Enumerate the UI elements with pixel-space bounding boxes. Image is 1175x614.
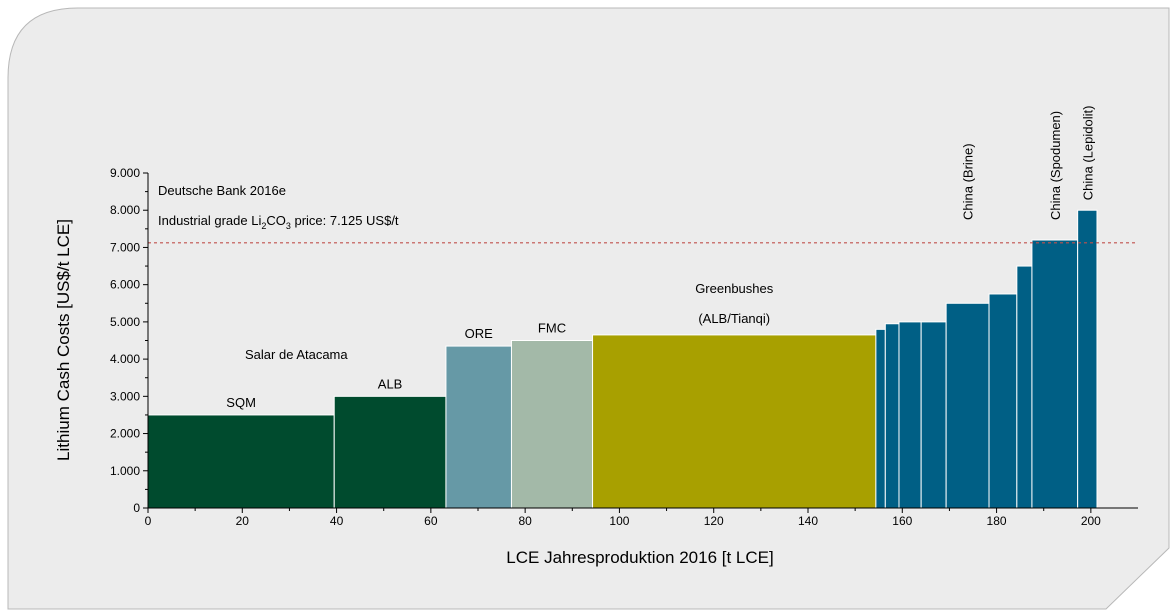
bar-label: China (Spodumen) [1048,111,1063,220]
x-tick-label: 160 [892,514,912,528]
y-tick-label: 1.000 [110,464,140,478]
y-tick-label: 8.000 [110,203,140,217]
x-tick-label: 60 [424,514,438,528]
bar [1016,265,1033,509]
y-tick-label: 7.000 [110,240,140,254]
x-tick-label: 180 [987,514,1007,528]
bar [920,321,947,509]
group-label: Salar de Atacama [245,347,348,362]
bar-label: China (Brine) [961,143,976,220]
y-tick-label: 3.000 [110,389,140,403]
price-label-part: price: 7.125 US$/t [291,213,399,228]
bar-label: Greenbushes [695,281,774,296]
price-label-part: 3 [286,221,291,231]
bar-label: FMC [538,321,566,336]
bar [945,302,990,509]
bar [510,340,594,509]
y-tick-label: 2.000 [110,427,140,441]
bar [898,321,922,509]
x-tick-label: 140 [798,514,818,528]
source-note: Deutsche Bank 2016e [158,183,286,198]
x-tick-label: 40 [330,514,344,528]
bar [875,328,886,509]
y-axis-title: Lithium Cash Costs [US$/t LCE] [54,219,73,461]
price-label: Industrial grade Li2CO3 price: 7.125 US$… [158,213,399,231]
x-tick-label: 80 [518,514,532,528]
bar-sub-label: (ALB/Tianqi) [698,311,770,326]
x-tick-label: 20 [236,514,250,528]
x-tick-label: 100 [609,514,629,528]
bar [333,395,447,509]
y-tick-label: 4.000 [110,352,140,366]
x-tick-label: 120 [704,514,724,528]
bar [592,334,877,509]
bar-label: China (Lepidolit) [1080,106,1095,201]
bar-label: SQM [226,395,256,410]
y-tick-label: 9.000 [110,166,140,180]
x-axis-title: LCE Jahresproduktion 2016 [t LCE] [506,548,773,567]
y-tick-label: 0 [133,501,140,515]
bar-label: ALB [378,376,403,391]
x-tick-label: 200 [1081,514,1101,528]
bar [1031,239,1079,509]
bar [884,323,900,509]
bar-label: ORE [465,326,494,341]
price-label-part: CO [266,213,286,228]
y-tick-label: 5.000 [110,315,140,329]
bar [445,345,512,509]
x-tick-label: 0 [145,514,152,528]
price-label-part: 2 [261,221,266,231]
bar [988,293,1018,509]
y-tick-label: 6.000 [110,278,140,292]
bar [147,414,335,509]
price-label-part: Industrial grade Li [158,213,261,228]
bar [1077,209,1098,509]
